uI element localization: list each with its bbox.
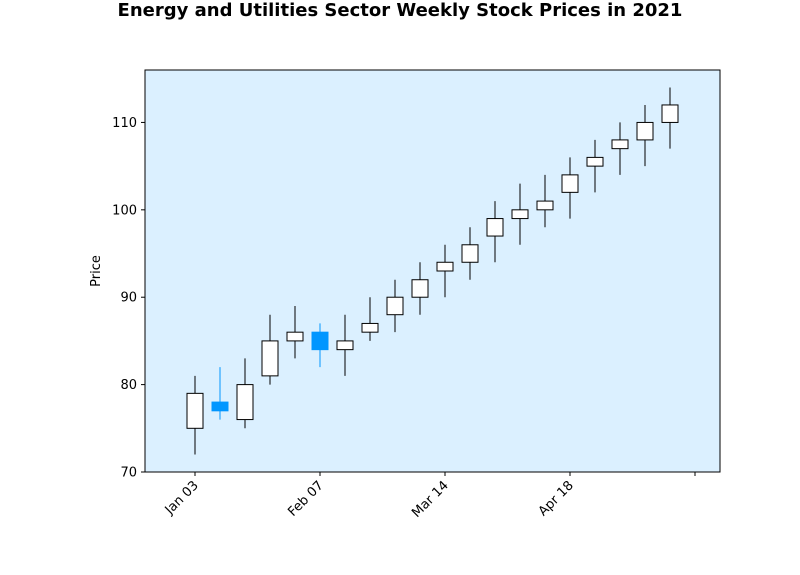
candle-body — [636, 121, 654, 141]
candle-body — [611, 139, 629, 150]
y-tick-label: 90 — [120, 291, 137, 306]
candle-body — [411, 279, 429, 298]
candle-2021-03-14 — [436, 244, 454, 298]
candle-body — [536, 200, 554, 211]
candle-2021-04-25 — [586, 139, 604, 193]
candle-2021-01-24 — [261, 314, 279, 385]
candle-body — [336, 340, 354, 351]
y-axis-label: Price — [89, 255, 104, 287]
candle-2021-05-09 — [636, 104, 654, 167]
x-tick-label: Mar 14 — [409, 478, 452, 521]
candle-2021-01-31 — [286, 305, 304, 359]
candle-2021-03-21 — [461, 227, 479, 280]
x-tick-label: Apr 18 — [536, 478, 577, 519]
plot-frame — [144, 69, 721, 473]
candle-2021-01-17 — [236, 358, 254, 429]
candle-body — [186, 392, 204, 429]
x-tick-label: Feb 07 — [285, 478, 327, 520]
candle-2021-05-02 — [611, 122, 629, 175]
candle-body — [461, 244, 479, 263]
candle-body — [511, 209, 529, 220]
y-axis: 70 80 90 100 110 — [112, 116, 145, 481]
candle-body — [236, 384, 254, 421]
candle-body — [386, 296, 404, 316]
candle-body — [286, 331, 304, 342]
candle-2021-04-11 — [536, 174, 554, 228]
candle-2021-04-18 — [561, 157, 579, 219]
candle-2021-01-10 — [211, 367, 229, 420]
plot-area — [145, 70, 720, 472]
candle-body — [486, 218, 504, 237]
candle-2021-01-03 — [186, 375, 204, 455]
candle-2021-03-07 — [411, 262, 429, 315]
candle-2021-02-07 — [311, 323, 329, 368]
x-axis: Jan 03 Feb 07 Mar 14 Apr 18 — [162, 472, 696, 521]
candle-2021-02-14 — [336, 314, 354, 376]
candle-body — [211, 401, 229, 412]
candle-body — [661, 104, 679, 123]
y-tick-label: 80 — [120, 378, 137, 393]
candle-2021-04-04 — [511, 183, 529, 245]
candle-body — [261, 340, 279, 377]
chart-title: Energy and Utilities Sector Weekly Stock… — [117, 0, 683, 21]
y-tick-label: 70 — [120, 466, 137, 481]
candle-body — [586, 156, 604, 167]
candle-body — [436, 261, 454, 272]
candle-body — [311, 331, 329, 351]
candles-layer — [186, 87, 679, 455]
x-tick-label: Jan 03 — [162, 478, 202, 518]
y-tick-label: 110 — [112, 116, 137, 131]
candle-2021-03-28 — [486, 201, 504, 263]
candle-2021-02-28 — [386, 279, 404, 333]
y-tick-label: 100 — [112, 203, 137, 218]
candle-body — [361, 322, 379, 333]
candle-body — [561, 174, 579, 193]
candle-2021-05-16 — [661, 87, 679, 149]
candle-2021-02-21 — [361, 297, 379, 341]
